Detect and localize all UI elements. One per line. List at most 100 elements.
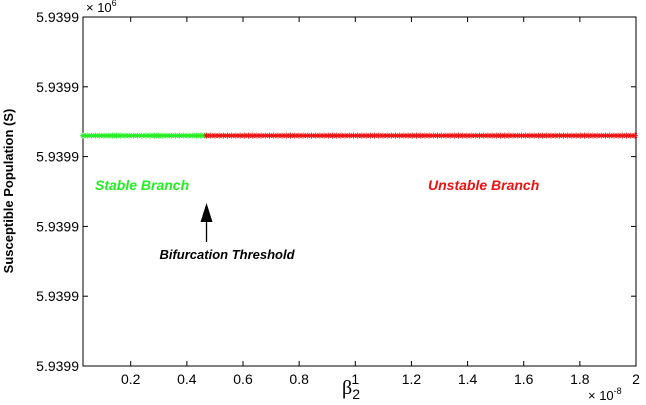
y-axis-ticks: 5.9399 5.9399 5.9399 5.9399 5.9399 5.9399 [36, 9, 636, 374]
series-point [396, 132, 403, 139]
series-point [589, 132, 596, 139]
series-point [627, 132, 634, 139]
series-point [138, 132, 145, 139]
series-point [329, 132, 336, 139]
series-point [501, 132, 508, 139]
series-point [547, 132, 554, 139]
series-point [241, 132, 248, 139]
series-point [375, 132, 382, 139]
series-point [92, 132, 99, 139]
series-point [518, 132, 525, 139]
series-point [211, 132, 218, 139]
plot-area [82, 16, 637, 367]
series-point [185, 132, 191, 139]
series-point [270, 132, 277, 139]
x-tick-label: 0.8 [289, 371, 309, 387]
series-point [472, 132, 479, 139]
series-point [228, 132, 235, 139]
series-point [237, 132, 244, 139]
series-point [346, 132, 353, 139]
series-point [193, 132, 200, 139]
y-tick-label: 5.9399 [36, 79, 79, 95]
series-point [197, 132, 204, 139]
series-point [497, 132, 504, 139]
series-point [522, 132, 529, 139]
series-point [96, 132, 103, 139]
series-point [342, 132, 349, 139]
series-point [84, 132, 91, 139]
series-point [438, 132, 445, 139]
x-tick-label: 1 [351, 371, 359, 387]
y-tick-label: 5.9399 [36, 9, 79, 25]
series-point [405, 132, 412, 139]
series-point [463, 132, 470, 139]
series-point [88, 132, 95, 139]
x-tick-label: 0.6 [233, 371, 253, 387]
series-point [283, 132, 290, 139]
series-point [105, 132, 112, 139]
series-point [122, 132, 128, 139]
series-point [304, 132, 311, 139]
series-point [224, 132, 231, 139]
series-point [598, 132, 605, 139]
series-point [543, 132, 550, 139]
bifurcation-threshold-label: Bifurcation Threshold [159, 247, 295, 262]
series-point [371, 132, 378, 139]
series-point [539, 132, 546, 139]
series-point [526, 132, 533, 139]
x-tick-label: 1.4 [458, 371, 478, 387]
series-point [484, 132, 491, 139]
series-point [155, 132, 162, 139]
series-point [400, 132, 407, 139]
series-point [159, 132, 166, 139]
series-point [573, 132, 580, 139]
series-point [413, 132, 420, 139]
series-point [143, 132, 149, 139]
series-point [489, 132, 496, 139]
y-multiplier-label: × 106 [86, 0, 117, 15]
series-point [321, 132, 328, 139]
series-point [388, 132, 395, 139]
series-point [468, 132, 475, 139]
series-point [610, 132, 617, 139]
series-point [245, 132, 252, 139]
unstable-branch-label: Unstable Branch [428, 177, 539, 193]
series-point [367, 132, 374, 139]
series-point [308, 132, 315, 139]
series-point [442, 132, 449, 139]
bifurcation-arrow [200, 203, 213, 242]
series-point [623, 132, 630, 139]
series-point [207, 132, 214, 139]
series-point [354, 132, 361, 139]
series-unstable [203, 132, 638, 139]
series-point [350, 132, 357, 139]
series-point [426, 132, 433, 139]
series-point [279, 132, 286, 139]
series-point [80, 132, 86, 139]
series-point [421, 132, 428, 139]
series-point [109, 132, 116, 139]
x-axis-ticks: 0.2 0.4 0.6 0.8 1 1.2 1.4 1.6 1.8 2 [121, 17, 640, 387]
series-point [568, 132, 575, 139]
series-point [552, 132, 559, 139]
series-point [258, 132, 265, 139]
x-multiplier-label: × 10-8 [588, 386, 622, 403]
series-point [577, 132, 584, 139]
series-point [434, 132, 441, 139]
series-point [316, 132, 323, 139]
series-point [189, 132, 196, 139]
series-point [180, 132, 187, 139]
series-point [266, 132, 273, 139]
series-point [113, 132, 120, 139]
series-point [447, 132, 454, 139]
series-point [274, 132, 281, 139]
y-axis-label: Susceptible Population (S) [1, 109, 16, 274]
series-point [232, 132, 239, 139]
series-point [337, 132, 344, 139]
series-point [151, 132, 158, 139]
series-point [220, 132, 227, 139]
x-tick-label: 1.8 [570, 371, 590, 387]
series-point [126, 132, 133, 139]
stable-branch-label: Stable Branch [95, 177, 189, 193]
series-point [430, 132, 437, 139]
